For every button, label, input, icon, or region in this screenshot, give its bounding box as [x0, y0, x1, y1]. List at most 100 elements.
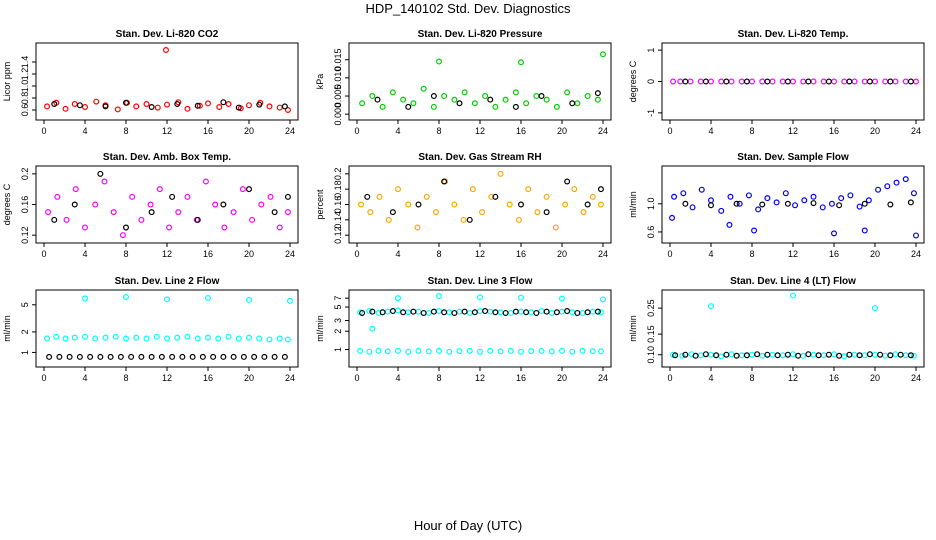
- data-point: [358, 201, 365, 208]
- data-point: [512, 308, 519, 315]
- y-tick-label: 2: [20, 329, 30, 334]
- x-tick-label: 8: [749, 249, 754, 259]
- data-point: [128, 353, 135, 360]
- data-point: [51, 216, 58, 223]
- data-point: [246, 102, 253, 109]
- data-point: [528, 348, 535, 355]
- data-point: [456, 308, 463, 315]
- data-point: [446, 348, 453, 355]
- x-tick-label: 0: [354, 126, 359, 136]
- data-point: [156, 186, 163, 193]
- data-point: [784, 351, 791, 358]
- data-point: [414, 224, 421, 231]
- data-point: [366, 308, 373, 315]
- data-point: [718, 353, 725, 360]
- data-point: [525, 186, 532, 193]
- data-point: [726, 221, 733, 228]
- x-tick-label: 12: [475, 126, 485, 136]
- data-point: [81, 295, 88, 302]
- y-tick-label: 2: [333, 329, 343, 334]
- data-point: [415, 308, 422, 315]
- data-point: [239, 186, 246, 193]
- data-point: [538, 308, 545, 315]
- data-point: [205, 334, 212, 341]
- data-point: [830, 78, 837, 85]
- data-point: [861, 200, 868, 207]
- data-point: [395, 295, 402, 302]
- data-point: [71, 334, 78, 341]
- data-point: [162, 46, 169, 53]
- data-point: [548, 309, 555, 316]
- x-tick-label: 20: [870, 126, 880, 136]
- y-tick-label: 0.005: [333, 85, 343, 108]
- data-point: [907, 352, 914, 359]
- data-point: [892, 78, 899, 85]
- data-point: [564, 89, 571, 96]
- data-point: [405, 103, 412, 110]
- data-point: [367, 209, 374, 216]
- y-tick-label: 0.14: [333, 211, 343, 229]
- data-point: [828, 200, 835, 207]
- data-point: [743, 352, 750, 359]
- y-tick-label: 0.2: [20, 168, 30, 181]
- data-point: [497, 348, 504, 355]
- data-point: [558, 308, 565, 315]
- data-point: [584, 201, 591, 208]
- data-point: [502, 96, 509, 103]
- data-point: [707, 197, 714, 204]
- data-point: [215, 335, 222, 342]
- data-point: [523, 309, 530, 316]
- data-point: [436, 347, 443, 354]
- x-tick-label: 20: [244, 373, 254, 383]
- data-point: [148, 353, 155, 360]
- data-point: [825, 78, 832, 85]
- data-point: [143, 335, 150, 342]
- x-tick-label: 8: [123, 373, 128, 383]
- plot-title: Stan. Dev. Line 2 Flow: [115, 276, 220, 287]
- x-tick-label: 16: [516, 373, 526, 383]
- data-point: [122, 335, 129, 342]
- data-point: [769, 351, 776, 358]
- x-tick-label: 16: [829, 373, 839, 383]
- x-tick-label: 4: [82, 373, 87, 383]
- data-point: [147, 201, 154, 208]
- data-point: [810, 193, 817, 200]
- x-tick-label: 12: [162, 126, 172, 136]
- data-point: [584, 93, 591, 100]
- y-tick-label: 3: [333, 318, 343, 323]
- data-point: [216, 103, 223, 110]
- data-point: [801, 197, 808, 204]
- data-point: [205, 100, 212, 107]
- data-point: [800, 352, 807, 359]
- data-point: [281, 103, 288, 110]
- data-point: [733, 352, 740, 359]
- y-axis-label: degrees C: [628, 60, 638, 102]
- data-point: [543, 209, 550, 216]
- data-point: [164, 335, 171, 342]
- y-tick-label: 0.25: [646, 299, 656, 317]
- data-point: [384, 348, 391, 355]
- data-point: [410, 308, 417, 315]
- data-point: [430, 93, 437, 100]
- x-tick-label: 12: [788, 126, 798, 136]
- data-point: [597, 186, 604, 193]
- x-tick-label: 20: [244, 126, 254, 136]
- plot-frame: [348, 165, 612, 244]
- data-point: [677, 78, 684, 85]
- x-tick-label: 4: [82, 126, 87, 136]
- data-point: [492, 193, 499, 200]
- data-point: [400, 309, 407, 316]
- data-point: [284, 193, 291, 200]
- y-axis-label: ml/min: [628, 191, 638, 218]
- data-point: [441, 93, 448, 100]
- data-point: [400, 96, 407, 103]
- data-point: [405, 348, 412, 355]
- data-point: [284, 336, 291, 343]
- data-point: [184, 333, 191, 340]
- y-axis-label: ml/min: [628, 315, 638, 342]
- y-tick-label: 0.000: [333, 103, 343, 126]
- x-tick-label: 20: [870, 373, 880, 383]
- data-point: [87, 353, 94, 360]
- data-point: [256, 335, 263, 342]
- data-point: [492, 309, 499, 316]
